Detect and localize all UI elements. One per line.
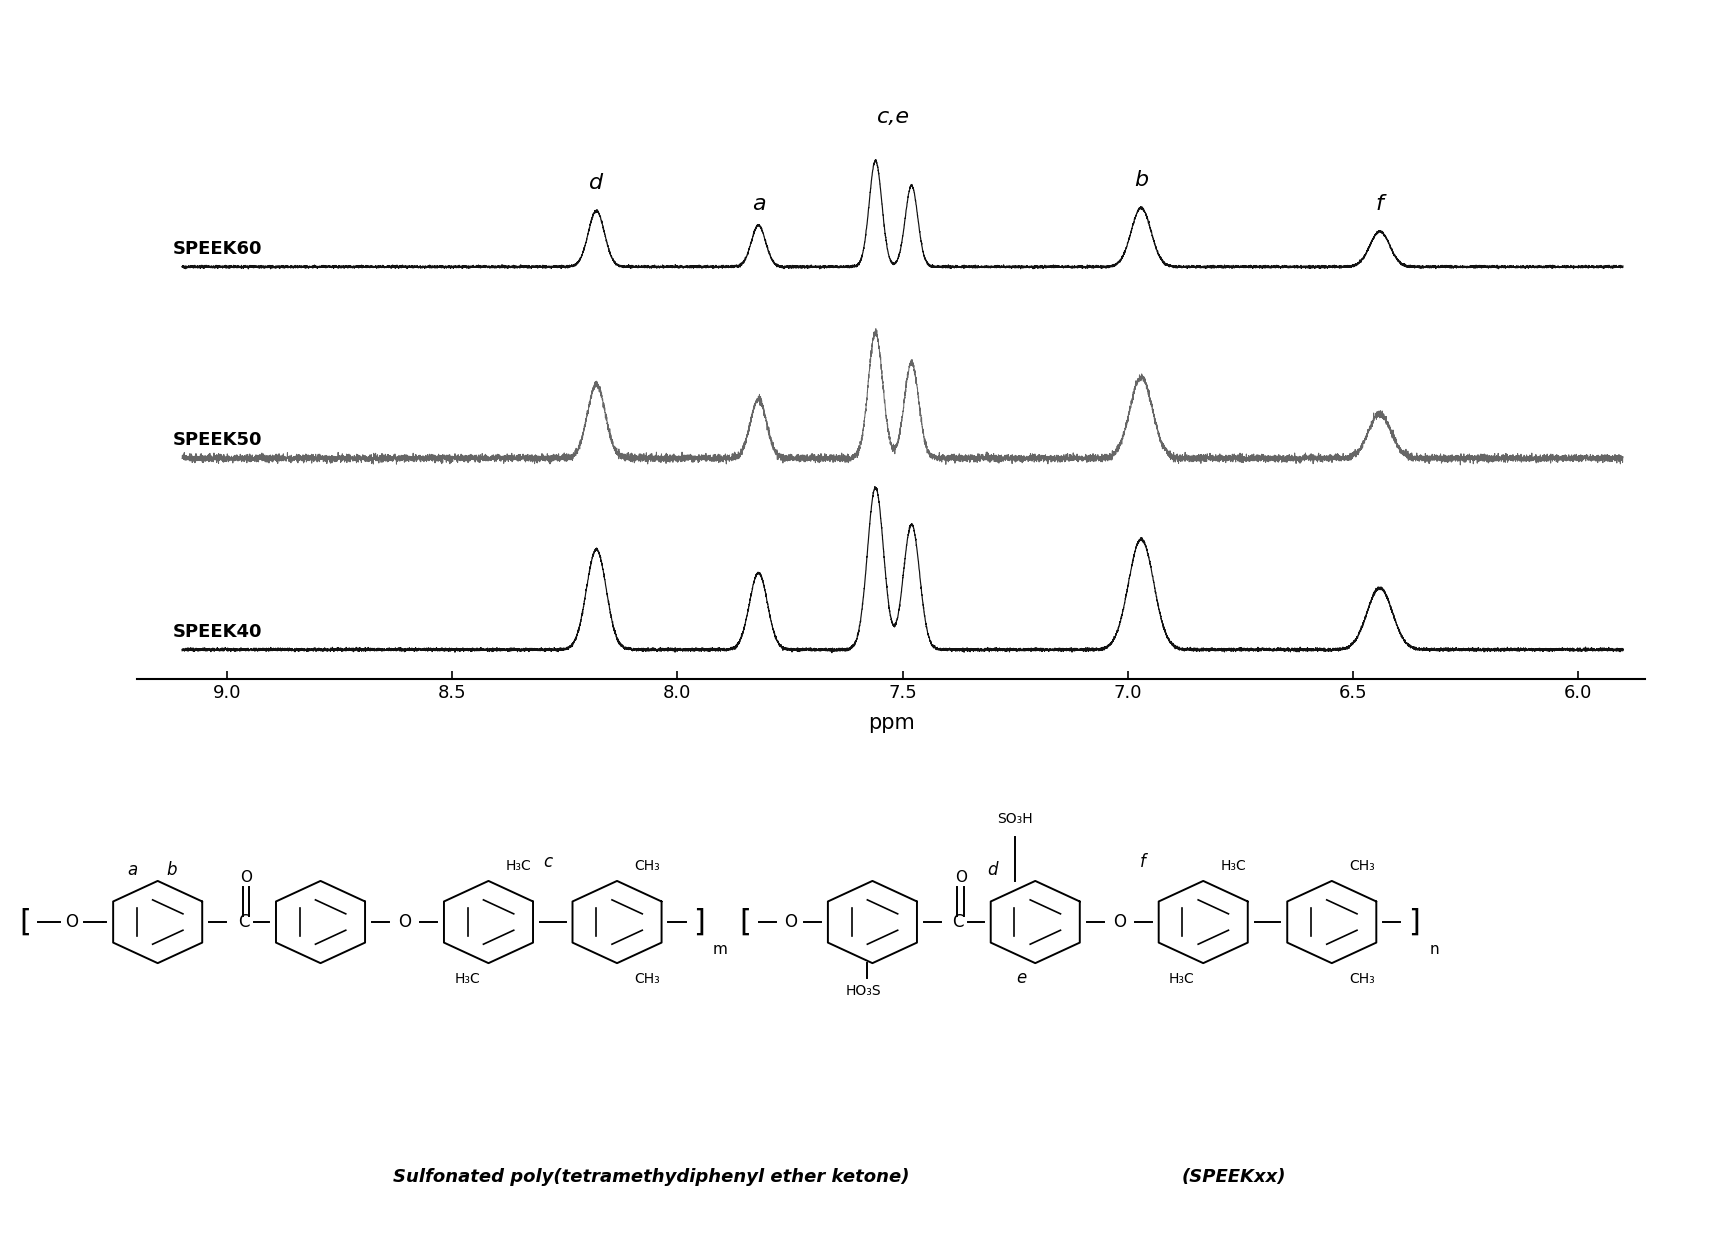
Text: f: f	[1140, 854, 1147, 871]
Text: e: e	[1016, 969, 1027, 987]
Text: SO₃H: SO₃H	[998, 811, 1032, 826]
Text: CH₃: CH₃	[1349, 858, 1375, 873]
Text: d: d	[590, 173, 603, 193]
Text: O: O	[783, 913, 797, 931]
Text: ]: ]	[1409, 907, 1419, 937]
Text: n: n	[1429, 942, 1440, 957]
Text: b: b	[1135, 171, 1148, 191]
Text: SPEEK50: SPEEK50	[173, 431, 262, 450]
Text: SPEEK60: SPEEK60	[173, 240, 262, 258]
Text: HO₃S: HO₃S	[847, 983, 881, 998]
Text: CH₃: CH₃	[1349, 972, 1375, 987]
Text: O: O	[398, 913, 411, 931]
Text: [: [	[21, 907, 31, 937]
Text: H₃C: H₃C	[506, 858, 531, 873]
Text: a: a	[752, 193, 764, 214]
Text: d: d	[987, 861, 998, 878]
Text: O: O	[955, 870, 967, 885]
Text: H₃C: H₃C	[1220, 858, 1246, 873]
Text: C: C	[238, 913, 249, 931]
Text: b: b	[166, 861, 177, 878]
Text: H₃C: H₃C	[1169, 972, 1195, 987]
X-axis label: ppm: ppm	[867, 713, 915, 733]
Text: f: f	[1376, 193, 1383, 214]
Text: ]: ]	[694, 907, 704, 937]
Text: (SPEEKxx): (SPEEKxx)	[1183, 1169, 1286, 1186]
Text: c,e: c,e	[878, 107, 910, 127]
Text: CH₃: CH₃	[634, 858, 660, 873]
Text: CH₃: CH₃	[634, 972, 660, 987]
Text: O: O	[65, 913, 79, 931]
Text: c: c	[543, 854, 552, 871]
Text: C: C	[953, 913, 963, 931]
Text: O: O	[240, 870, 252, 885]
Text: H₃C: H₃C	[454, 972, 480, 987]
Text: Sulfonated poly(tetramethydiphenyl ether ketone): Sulfonated poly(tetramethydiphenyl ether…	[393, 1169, 910, 1186]
Text: a: a	[127, 861, 137, 878]
Text: [: [	[740, 907, 751, 937]
Text: m: m	[713, 942, 727, 957]
Text: O: O	[1112, 913, 1126, 931]
Text: SPEEK40: SPEEK40	[173, 623, 262, 640]
